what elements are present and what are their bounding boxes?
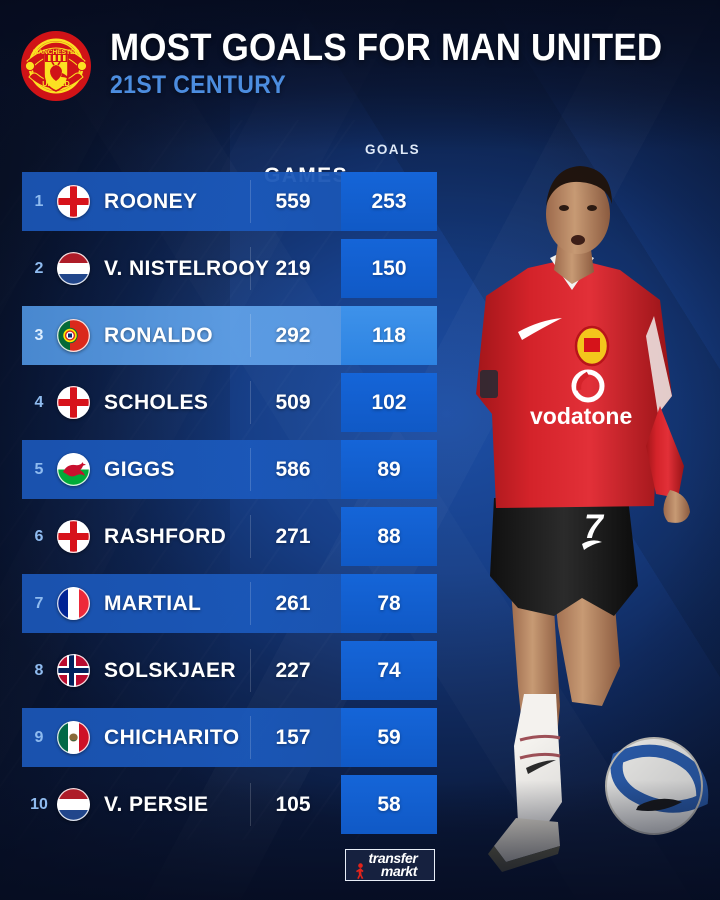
table-row[interactable]: 7 MARTIAL 261 78 bbox=[0, 570, 460, 637]
flag-icon-mexico bbox=[57, 721, 90, 754]
transfermarkt-figure-icon bbox=[356, 863, 364, 879]
row-games-value: 219 bbox=[275, 256, 311, 280]
manchester-united-crest-icon: MANCHESTER UNITED bbox=[19, 29, 93, 103]
row-goals-value: 74 bbox=[341, 641, 437, 700]
row-divider bbox=[250, 381, 251, 424]
crest-text-bottom: UNITED bbox=[42, 79, 70, 88]
table-row[interactable]: 5 GIGGS 586 89 bbox=[0, 436, 460, 503]
table-row[interactable]: 2 V. NISTELROOY 219 150 bbox=[0, 235, 460, 302]
column-header-goals: GOALS bbox=[365, 142, 421, 157]
row-rank: 6 bbox=[34, 527, 44, 545]
row-rank: 1 bbox=[34, 192, 44, 210]
row-games-value: 105 bbox=[275, 792, 311, 816]
table-row[interactable]: 4 SCHOLES 509 102 bbox=[0, 369, 460, 436]
row-divider bbox=[250, 582, 251, 625]
transfermarkt-logo[interactable]: transfer markt bbox=[345, 849, 435, 881]
row-rank: 5 bbox=[34, 460, 44, 478]
transfermarkt-logo-line2: markt bbox=[380, 863, 418, 879]
table-row[interactable]: 8 SOLSKJAER 227 74 bbox=[0, 637, 460, 704]
table-row[interactable]: 9 CHICHARITO 157 59 bbox=[0, 704, 460, 771]
crest-text-top: MANCHESTER bbox=[33, 49, 80, 56]
row-games-value: 157 bbox=[275, 725, 311, 749]
row-player-name: RONALDO bbox=[104, 323, 213, 347]
transfermarkt-logo-line1: transfer bbox=[368, 850, 418, 866]
page-subtitle: 21ST CENTURY bbox=[110, 71, 287, 99]
flag-icon-portugal bbox=[57, 319, 90, 352]
row-goals-value: 59 bbox=[341, 708, 437, 767]
row-player-name: ROONEY bbox=[104, 189, 198, 213]
table-row[interactable]: 1 ROONEY 559 253 bbox=[0, 168, 460, 235]
row-player-name: CHICHARITO bbox=[104, 725, 240, 749]
row-player-name: GIGGS bbox=[104, 457, 175, 481]
ranking-table: 1 ROONEY 559 253 2 V. NISTELROOY 219 150 3 RONALD… bbox=[0, 168, 460, 838]
row-rank: 7 bbox=[34, 594, 44, 612]
row-games-value: 227 bbox=[275, 658, 311, 682]
flag-icon-netherlands bbox=[57, 788, 90, 821]
row-goals-value: 89 bbox=[341, 440, 437, 499]
row-goals-value: 58 bbox=[341, 775, 437, 834]
flag-icon-france bbox=[57, 587, 90, 620]
row-player-name: SOLSKJAER bbox=[104, 658, 236, 682]
row-divider bbox=[250, 649, 251, 692]
row-games-value: 559 bbox=[275, 189, 311, 213]
flag-icon-england bbox=[57, 386, 90, 419]
row-player-name: MARTIAL bbox=[104, 591, 202, 615]
table-row[interactable]: 3 RONALDO 292 118 bbox=[0, 302, 460, 369]
row-divider bbox=[250, 448, 251, 491]
flag-icon-netherlands bbox=[57, 252, 90, 285]
page-title: MOST GOALS FOR MAN UNITED bbox=[110, 27, 663, 69]
row-goals-value: 150 bbox=[341, 239, 437, 298]
column-headers: GAMES GOALS bbox=[0, 142, 460, 187]
flag-icon-norway bbox=[57, 654, 90, 687]
row-divider bbox=[250, 783, 251, 826]
row-rank: 9 bbox=[34, 728, 44, 746]
row-games-value: 292 bbox=[275, 323, 311, 347]
row-divider bbox=[250, 314, 251, 357]
table-row[interactable]: 6 RASHFORD 271 88 bbox=[0, 503, 460, 570]
header-block: MOST GOALS FOR MAN UNITED 21ST CENTURY bbox=[110, 28, 710, 98]
row-player-name: V. NISTELROOY bbox=[104, 256, 270, 280]
row-games-value: 271 bbox=[275, 524, 311, 548]
table-row[interactable]: 10 V. PERSIE 105 58 bbox=[0, 771, 460, 838]
row-divider bbox=[250, 515, 251, 558]
row-rank: 3 bbox=[34, 326, 44, 344]
row-goals-value: 118 bbox=[341, 306, 437, 365]
row-divider bbox=[250, 716, 251, 759]
row-player-name: RASHFORD bbox=[104, 524, 227, 548]
row-goals-value: 78 bbox=[341, 574, 437, 633]
row-goals-value: 88 bbox=[341, 507, 437, 566]
row-rank: 8 bbox=[34, 661, 44, 679]
row-divider bbox=[250, 180, 251, 223]
row-rank: 2 bbox=[34, 259, 44, 277]
flag-icon-england bbox=[57, 185, 90, 218]
row-player-name: V. PERSIE bbox=[104, 792, 209, 816]
row-rank: 10 bbox=[30, 795, 48, 813]
flag-icon-wales bbox=[57, 453, 90, 486]
flag-icon-england bbox=[57, 520, 90, 553]
row-goals-value: 253 bbox=[341, 172, 437, 231]
row-games-value: 586 bbox=[275, 457, 311, 481]
row-games-value: 261 bbox=[275, 591, 311, 615]
row-player-name: SCHOLES bbox=[104, 390, 209, 414]
row-divider bbox=[250, 247, 251, 290]
row-rank: 4 bbox=[34, 393, 44, 411]
row-goals-value: 102 bbox=[341, 373, 437, 432]
row-games-value: 509 bbox=[275, 390, 311, 414]
